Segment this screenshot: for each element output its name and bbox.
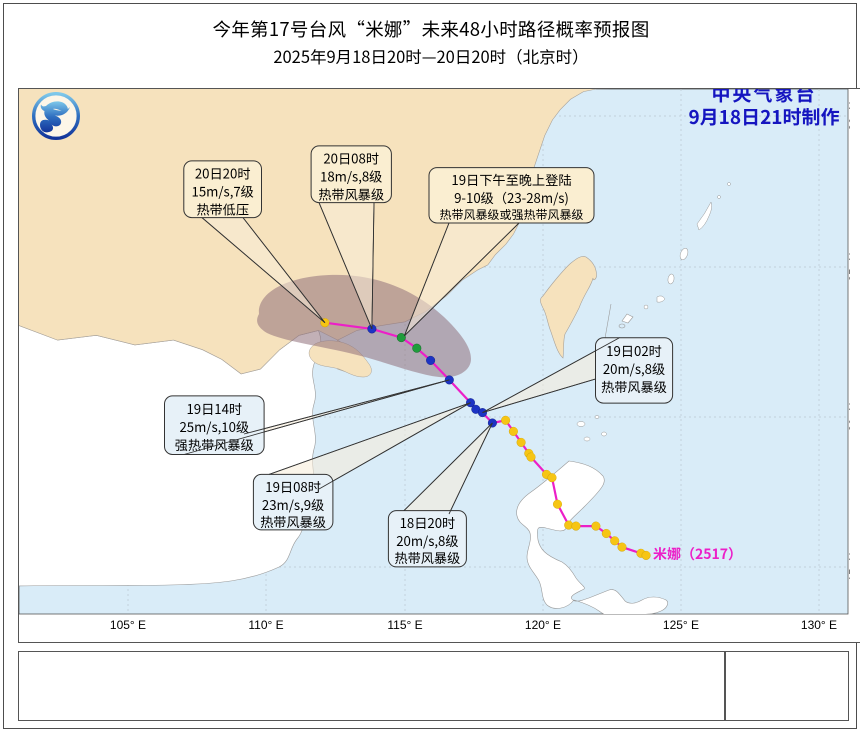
svg-text:19日14时: 19日14时 bbox=[186, 399, 242, 418]
svg-text:25° N: 25° N bbox=[849, 253, 850, 282]
svg-text:19日下午至晚上登陆: 19日下午至晚上登陆 bbox=[451, 170, 571, 189]
svg-text:110° E: 110° E bbox=[248, 618, 283, 632]
svg-text:15° N: 15° N bbox=[849, 553, 850, 582]
svg-text:18m/s,8级: 18m/s,8级 bbox=[320, 167, 382, 186]
svg-text:热带风暴级: 热带风暴级 bbox=[260, 512, 326, 531]
svg-text:热带风暴级: 热带风暴级 bbox=[318, 185, 384, 204]
svg-text:热带风暴级: 热带风暴级 bbox=[394, 548, 460, 567]
svg-text:115° E: 115° E bbox=[387, 618, 422, 632]
svg-text:120° E: 120° E bbox=[525, 618, 561, 632]
svg-text:9-10级（23-28m/s): 9-10级（23-28m/s) bbox=[454, 188, 569, 207]
svg-text:20m/s,8级: 20m/s,8级 bbox=[603, 359, 665, 378]
svg-text:130° E: 130° E bbox=[801, 618, 837, 632]
svg-text:19日02时: 19日02时 bbox=[606, 341, 662, 360]
svg-text:20日20时: 20日20时 bbox=[195, 164, 251, 183]
svg-text:热带低压: 热带低压 bbox=[196, 200, 249, 219]
svg-text:15m/s,7级: 15m/s,7级 bbox=[192, 182, 254, 201]
svg-text:热带风暴级或强热带风暴级: 热带风暴级或强热带风暴级 bbox=[439, 206, 583, 223]
svg-text:9月18日21时制作: 9月18日21时制作 bbox=[688, 103, 839, 130]
svg-text:19日08时: 19日08时 bbox=[265, 477, 321, 496]
svg-text:米娜（2517）: 米娜（2517） bbox=[653, 544, 742, 564]
svg-text:18日20时: 18日20时 bbox=[400, 513, 456, 532]
svg-text:30° N: 30° N bbox=[849, 102, 850, 131]
svg-text:125° E: 125° E bbox=[663, 618, 699, 632]
svg-text:25m/s,10级: 25m/s,10级 bbox=[179, 417, 249, 436]
svg-text:105° E: 105° E bbox=[110, 618, 146, 632]
svg-text:20日08时: 20日08时 bbox=[323, 149, 379, 168]
svg-text:热带风暴级: 热带风暴级 bbox=[601, 377, 667, 396]
svg-text:20° N: 20° N bbox=[849, 403, 850, 432]
